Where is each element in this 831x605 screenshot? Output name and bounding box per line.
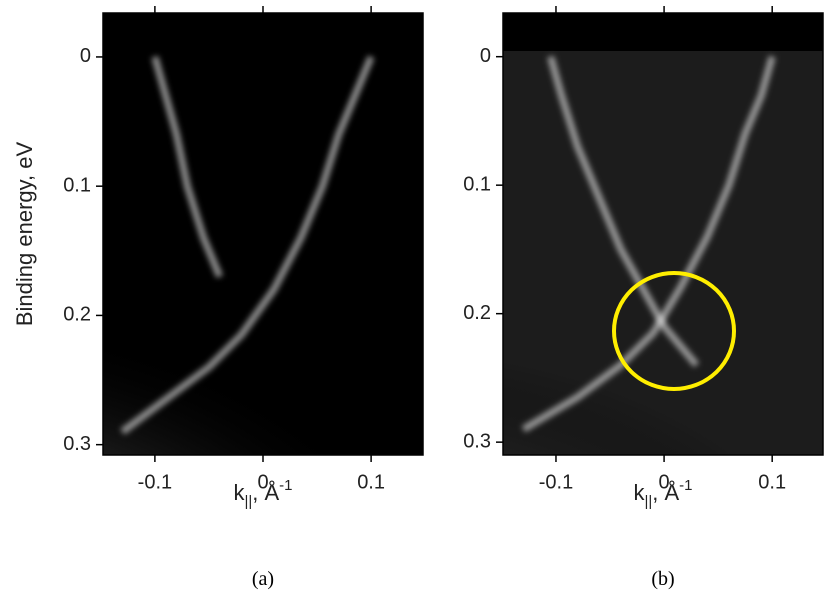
y-tick-label: 0 bbox=[480, 45, 491, 67]
x-axis-label-sub: || bbox=[244, 493, 252, 510]
y-tick-label: 0 bbox=[80, 45, 91, 67]
x-axis-label-sup: -1 bbox=[679, 477, 692, 494]
x-tick-label: 0.1 bbox=[758, 471, 786, 493]
highlight-circle bbox=[612, 271, 736, 391]
plot-area bbox=[103, 13, 423, 455]
y-tick-label: 0.1 bbox=[463, 173, 491, 195]
x-axis-label-sup: -1 bbox=[279, 477, 292, 494]
plot-area bbox=[503, 13, 823, 455]
x-axis-label-main: k bbox=[633, 480, 645, 505]
x-axis-label-mid: , Å bbox=[652, 480, 679, 505]
x-tick-label: -0.1 bbox=[138, 471, 172, 493]
y-axis-label: Binding energy, eV bbox=[12, 142, 37, 327]
panel-b: -0.1 0 0.1 0 0.1 0.2 0.3 k||, Å-1 (b) bbox=[463, 6, 824, 590]
y-tick-label: 0.1 bbox=[63, 174, 91, 196]
y-tick-label: 0.2 bbox=[463, 302, 491, 324]
y-tick-label: 0.3 bbox=[463, 430, 491, 452]
x-tick-label: -0.1 bbox=[539, 471, 573, 493]
plot-frame bbox=[502, 12, 824, 456]
intensity-glow bbox=[503, 275, 823, 455]
caption: (a) bbox=[252, 568, 274, 590]
x-tick-label: 0.1 bbox=[357, 471, 385, 493]
band bbox=[521, 55, 776, 433]
top-shadow bbox=[503, 13, 823, 51]
x-axis-label: k||, Å-1 bbox=[633, 477, 692, 510]
x-axis-label-mid: , Å bbox=[252, 480, 279, 505]
band bbox=[120, 55, 375, 435]
panel-a: -0.1 0 0.1 0 0.1 0.2 0.3 k||, Å-1 Binding energy… bbox=[12, 6, 424, 590]
y-tick-label: 0.2 bbox=[63, 304, 91, 326]
x-axis-label: k||, Å-1 bbox=[233, 477, 292, 510]
intensity-glow bbox=[103, 275, 423, 455]
band bbox=[547, 55, 700, 368]
top-shadow bbox=[103, 13, 423, 51]
x-axis-label-main: k bbox=[233, 480, 245, 505]
band bbox=[151, 56, 223, 278]
x-axis-label-sub: || bbox=[644, 493, 652, 510]
x-tick-label: 0 bbox=[257, 471, 268, 493]
caption: (b) bbox=[651, 568, 674, 590]
x-tick-label: 0 bbox=[659, 471, 670, 493]
y-tick-label: 0.3 bbox=[63, 433, 91, 455]
